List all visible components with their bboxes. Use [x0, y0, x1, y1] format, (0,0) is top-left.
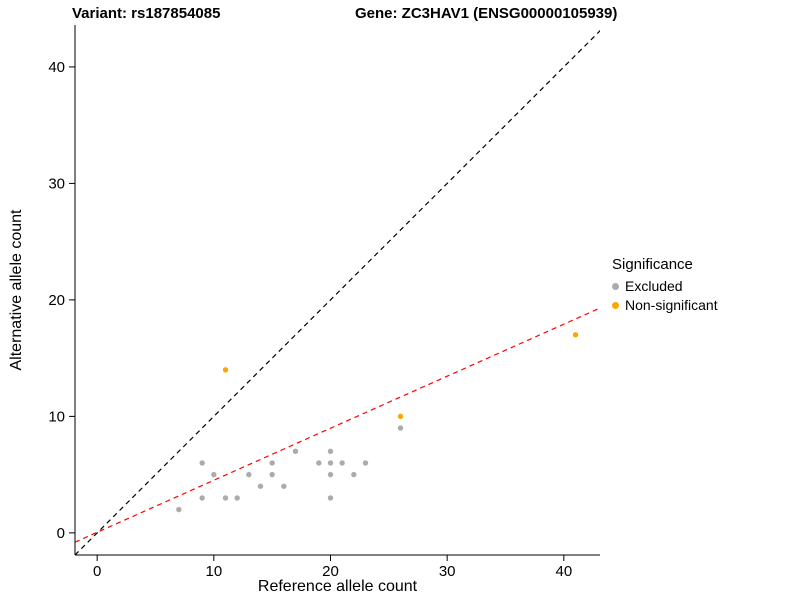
legend-items: Excluded Non-significant	[612, 277, 718, 315]
data-point-excluded	[327, 495, 334, 501]
data-point-excluded	[176, 506, 182, 513]
y-tick-label: 30	[48, 175, 65, 192]
legend: Significance Excluded Non-significant	[612, 256, 718, 315]
data-point-non-significant	[397, 413, 404, 420]
legend-key-dot	[612, 302, 619, 309]
x-axis-label: Reference allele count	[257, 578, 418, 595]
data-point-excluded	[211, 471, 217, 478]
data-point-excluded	[351, 471, 357, 478]
y-tick-label: 40	[48, 59, 65, 76]
data-point-excluded	[269, 471, 275, 478]
data-point-excluded	[327, 471, 334, 478]
data-point-excluded	[199, 460, 205, 466]
data-point-non-significant	[572, 332, 579, 338]
legend-key-dot	[612, 283, 619, 290]
data-point-excluded	[327, 460, 334, 466]
variant-title: Variant: rs187854085	[72, 5, 221, 22]
legend-item-non-significant: Non-significant	[612, 296, 718, 315]
data-point-excluded	[397, 425, 404, 431]
regression-line	[75, 307, 600, 543]
x-tick-label: 0	[93, 563, 101, 580]
x-tick-label: 10	[205, 563, 222, 580]
x-tick-label: 40	[555, 563, 572, 580]
data-point-excluded	[316, 460, 322, 466]
y-axis-label: Alternative allele count	[8, 209, 25, 371]
data-point-excluded	[281, 483, 287, 489]
data-point-excluded	[339, 460, 345, 466]
data-point-excluded	[257, 483, 264, 489]
legend-title: Significance	[612, 256, 693, 273]
data-point-excluded	[222, 495, 229, 501]
y-tick-label: 0	[57, 525, 65, 542]
identity-line	[75, 29, 600, 555]
legend-label: Excluded	[625, 278, 683, 294]
data-point-excluded	[234, 495, 240, 501]
data-point-excluded	[292, 448, 299, 455]
y-tick-label: 20	[48, 292, 65, 309]
legend-item-excluded: Excluded	[612, 277, 718, 296]
y-tick-label: 10	[48, 408, 65, 425]
data-point-excluded	[269, 460, 275, 466]
data-point-excluded	[327, 448, 334, 455]
x-tick-label: 20	[322, 563, 339, 580]
x-tick-label: 30	[439, 563, 456, 580]
gene-title: Gene: ZC3HAV1 (ENSG00000105939)	[355, 5, 618, 22]
data-point-excluded	[362, 460, 369, 466]
data-point-excluded	[199, 495, 205, 501]
data-point-excluded	[246, 471, 252, 478]
legend-label: Non-significant	[625, 297, 718, 313]
data-point-non-significant	[222, 367, 229, 373]
